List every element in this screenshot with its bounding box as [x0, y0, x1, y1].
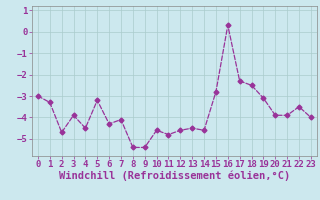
X-axis label: Windchill (Refroidissement éolien,°C): Windchill (Refroidissement éolien,°C): [59, 171, 290, 181]
